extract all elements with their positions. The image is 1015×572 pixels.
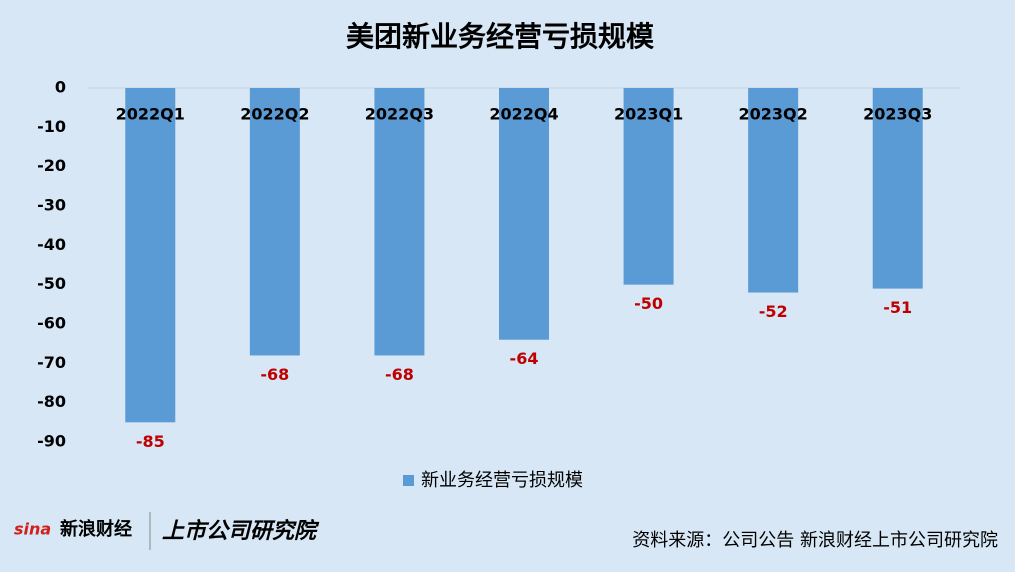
bar xyxy=(125,88,176,423)
y-tick-label: -50 xyxy=(37,274,66,293)
institute: 上市公司研究院 xyxy=(162,518,320,544)
y-tick-label: -60 xyxy=(37,314,66,333)
x-tick-label: 2022Q3 xyxy=(365,105,434,124)
value-label: -50 xyxy=(634,294,663,313)
bar xyxy=(374,88,425,356)
logo-mark: sina xyxy=(14,520,51,539)
value-label: -51 xyxy=(883,298,912,317)
value-label: -68 xyxy=(385,365,414,384)
value-label: -85 xyxy=(136,432,165,451)
value-label: -52 xyxy=(759,302,788,321)
y-tick-label: -10 xyxy=(37,117,66,136)
bar xyxy=(499,88,549,340)
bar xyxy=(872,88,923,289)
y-tick-label: -90 xyxy=(37,432,66,451)
x-tick-label: 2022Q2 xyxy=(240,105,309,124)
footer-logo: sina 新浪财经 上市公司研究院 xyxy=(14,512,320,550)
bar xyxy=(748,88,799,293)
value-label: -68 xyxy=(260,365,289,384)
legend-swatch xyxy=(403,475,414,486)
bar xyxy=(623,88,674,285)
x-tick-label: 2022Q4 xyxy=(489,105,558,124)
y-tick-label: -20 xyxy=(37,156,66,175)
value-label: -64 xyxy=(510,349,539,368)
y-tick-label: -80 xyxy=(37,392,66,411)
y-tick-label: -30 xyxy=(37,196,66,215)
brand: 新浪财经 xyxy=(60,518,132,540)
y-tick-label: -70 xyxy=(37,353,66,372)
y-tick-label: -40 xyxy=(37,235,66,254)
legend-label: 新业务经营亏损规模 xyxy=(421,470,583,491)
x-tick-label: 2022Q1 xyxy=(116,105,185,124)
source: 资料来源：公司公告 新浪财经上市公司研究院 xyxy=(632,530,998,551)
bar xyxy=(249,88,300,356)
chart-title: 美团新业务经营亏损规模 xyxy=(346,20,655,53)
x-tick-label: 2023Q2 xyxy=(739,105,808,124)
y-tick-label: 0 xyxy=(55,78,66,97)
x-tick-label: 2023Q3 xyxy=(863,105,932,124)
x-tick-label: 2023Q1 xyxy=(614,105,683,124)
